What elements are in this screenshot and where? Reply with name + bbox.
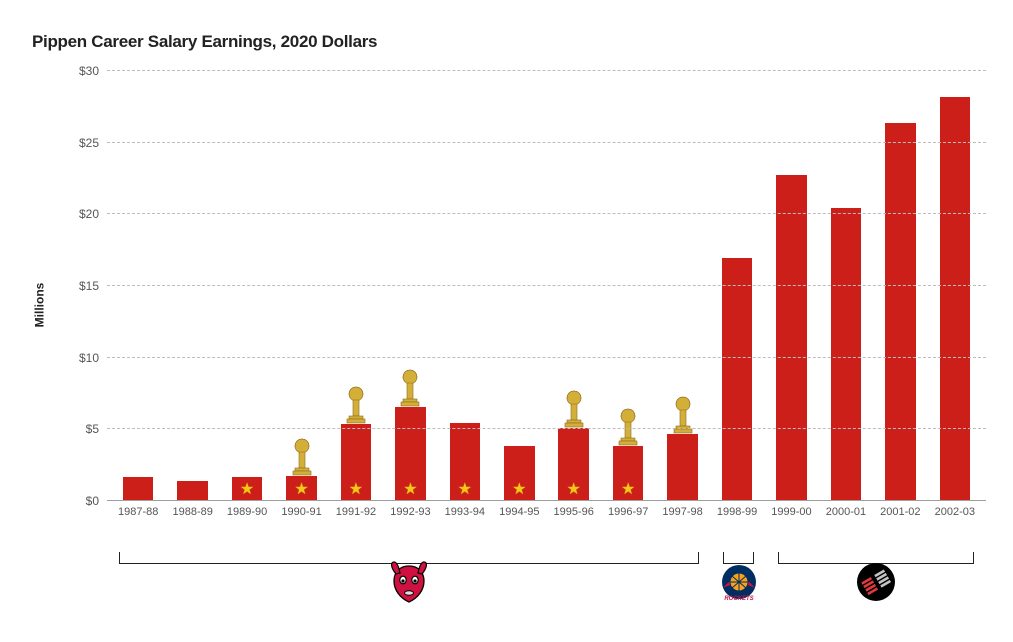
y-axis-label: Millions	[32, 283, 46, 328]
plot-region: 1987-881988-89★1989-90 ★1990-91 ★1991-92…	[107, 70, 986, 500]
trophy-icon	[561, 390, 587, 428]
x-tick-label: 1994-95	[499, 506, 539, 518]
star-icon: ★	[403, 482, 417, 498]
x-tick-label: 1991-92	[336, 506, 376, 518]
bar	[667, 434, 697, 500]
y-tick-label: $10	[79, 351, 99, 365]
bar: ★	[286, 476, 316, 500]
y-tick-label: $20	[79, 207, 99, 221]
team-brackets: ROCKETS	[107, 552, 986, 622]
trophy-icon	[397, 369, 423, 407]
bar	[722, 258, 752, 500]
x-tick-label: 2000-01	[826, 506, 866, 518]
x-tick-label: 1990-91	[281, 506, 321, 518]
blazers-logo-icon	[852, 560, 900, 604]
gridline: $20	[107, 213, 986, 214]
star-icon: ★	[240, 482, 254, 498]
bar: ★	[613, 446, 643, 500]
bar	[776, 175, 806, 500]
bar	[177, 481, 207, 500]
gridline: $25	[107, 142, 986, 143]
x-tick-label: 1998-99	[717, 506, 757, 518]
y-tick-label: $30	[79, 64, 99, 78]
x-tick-label: 1993-94	[445, 506, 485, 518]
bar	[940, 97, 970, 500]
y-tick-label: $5	[86, 422, 99, 436]
x-tick-label: 1992-93	[390, 506, 430, 518]
team-bracket-blazers	[778, 552, 974, 564]
x-tick-label: 1995-96	[554, 506, 594, 518]
bar	[831, 208, 861, 500]
bulls-logo-icon	[385, 560, 433, 604]
y-tick-label: $0	[86, 494, 99, 508]
y-tick-label: $15	[79, 279, 99, 293]
gridline: $10	[107, 357, 986, 358]
star-icon: ★	[349, 482, 363, 498]
gridline: $30	[107, 70, 986, 71]
x-tick-label: 1996-97	[608, 506, 648, 518]
x-tick-label: 1989-90	[227, 506, 267, 518]
bar: ★	[558, 428, 588, 500]
star-icon: ★	[621, 482, 635, 498]
trophy-icon	[615, 408, 641, 446]
chart-area: Millions 1987-881988-89★1989-90 ★1990-91…	[62, 70, 986, 540]
star-icon: ★	[567, 482, 581, 498]
bar	[123, 477, 153, 500]
rockets-logo-icon: ROCKETS	[715, 560, 763, 604]
x-tick-label: 1997-98	[662, 506, 702, 518]
chart-title: Pippen Career Salary Earnings, 2020 Doll…	[32, 32, 377, 52]
x-tick-label: 1987-88	[118, 506, 158, 518]
bar: ★	[450, 423, 480, 500]
team-bracket-bulls	[119, 552, 699, 564]
x-tick-label: 1999-00	[771, 506, 811, 518]
star-icon: ★	[512, 482, 526, 498]
bar: ★	[395, 407, 425, 500]
trophy-icon	[343, 386, 369, 424]
bar	[885, 123, 915, 500]
x-tick-label: 1988-89	[172, 506, 212, 518]
gridline: $15	[107, 285, 986, 286]
svg-text:ROCKETS: ROCKETS	[724, 596, 753, 602]
star-icon: ★	[294, 482, 308, 498]
bar: ★	[341, 424, 371, 500]
gridline: $0	[107, 500, 986, 501]
gridline: $5	[107, 428, 986, 429]
bar: ★	[232, 477, 262, 500]
team-bracket-rockets: ROCKETS	[723, 552, 754, 564]
star-icon: ★	[458, 482, 472, 498]
x-tick-label: 2001-02	[880, 506, 920, 518]
trophy-icon	[289, 438, 315, 476]
bar: ★	[504, 446, 534, 500]
x-tick-label: 2002-03	[935, 506, 975, 518]
y-tick-label: $25	[79, 136, 99, 150]
